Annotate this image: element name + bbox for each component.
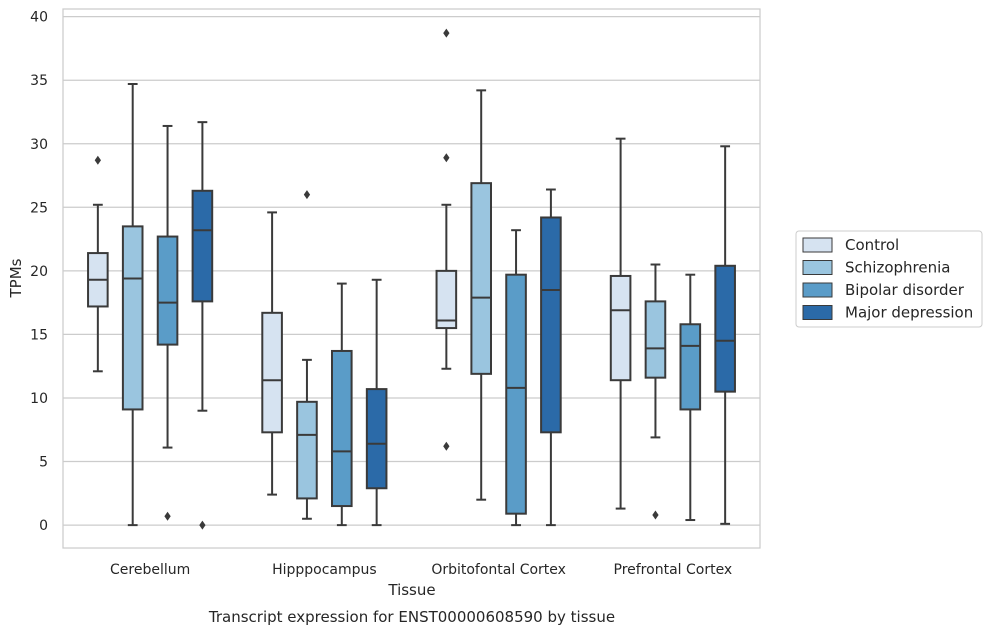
x-tick-label: Hipppocampus <box>272 562 377 578</box>
y-tick-labels: 0 5 10 15 20 25 30 35 40 <box>30 10 48 534</box>
box-group <box>365 278 388 527</box>
box-group <box>156 124 179 521</box>
box <box>470 182 492 375</box>
box <box>296 400 318 500</box>
outlier-point <box>303 190 311 200</box>
box-group <box>87 155 109 373</box>
box <box>644 300 667 379</box>
y-tick-label: 5 <box>39 455 48 471</box>
x-tick-label: Prefrontal Cortex <box>614 562 733 578</box>
box-group <box>609 137 632 510</box>
x-tick-label: Cerebellum <box>110 562 190 578</box>
legend-label: Schizophrenia <box>845 259 950 277</box>
outlier-point <box>164 511 171 521</box>
box <box>261 311 283 434</box>
y-tick-label: 25 <box>30 200 48 216</box>
outlier-point <box>443 28 450 38</box>
outlier-point <box>443 153 450 163</box>
legend-swatch <box>802 282 833 298</box>
x-axis-label: Tissue <box>387 581 435 599</box>
box-group <box>121 83 144 527</box>
box <box>714 264 736 393</box>
box <box>679 323 702 411</box>
box <box>331 349 353 508</box>
plot-area <box>62 8 761 549</box>
box <box>191 189 214 303</box>
box <box>435 269 458 330</box>
x-tick-labels: Cerebellum Hipppocampus Orbitofontal Corte… <box>110 562 732 578</box>
y-tick-label: 10 <box>30 391 48 407</box>
grid-lines <box>63 16 760 526</box>
box-group <box>540 188 562 527</box>
box-group <box>470 89 492 501</box>
box <box>156 235 179 346</box>
legend-label: Bipolar disorder <box>845 281 965 299</box>
legend-swatch <box>802 237 833 253</box>
y-tick-label: 15 <box>30 327 48 343</box>
box-group <box>679 273 702 522</box>
y-axis-label: TPMs <box>7 258 25 298</box>
boxes <box>87 28 736 530</box>
box-group <box>435 28 458 451</box>
chart-title: Transcript expression for ENST0000060859… <box>208 608 615 626</box>
y-tick-label: 20 <box>30 264 48 280</box>
outlier-point <box>94 155 101 165</box>
box <box>609 274 632 382</box>
box <box>121 225 144 411</box>
legend-swatch <box>802 305 833 320</box>
y-tick-label: 30 <box>30 137 48 153</box>
y-tick-label: 35 <box>30 73 48 89</box>
box <box>505 273 527 515</box>
box-group <box>296 190 318 520</box>
legend-label: Control <box>845 236 899 254</box>
legend-swatch <box>802 260 833 275</box>
legend: Control Schizophrenia Bipolar disorder Majo… <box>795 230 983 328</box>
outlier-point <box>443 441 450 451</box>
box-group <box>191 121 214 530</box>
box <box>540 216 562 434</box>
box-group <box>261 211 283 496</box>
box <box>365 388 388 490</box>
legend-label: Major depression <box>845 304 973 322</box>
x-tick-label: Orbitofontal Cortex <box>431 562 566 578</box>
legend-frame <box>795 230 983 328</box>
box-group <box>331 282 353 527</box>
outlier-point <box>199 520 206 530</box>
box-group <box>505 229 527 527</box>
y-tick-label: 40 <box>30 10 48 26</box>
box-group <box>714 145 736 525</box>
box-group <box>644 263 667 520</box>
y-tick-label: 0 <box>39 518 48 534</box>
outlier-point <box>652 510 659 520</box>
